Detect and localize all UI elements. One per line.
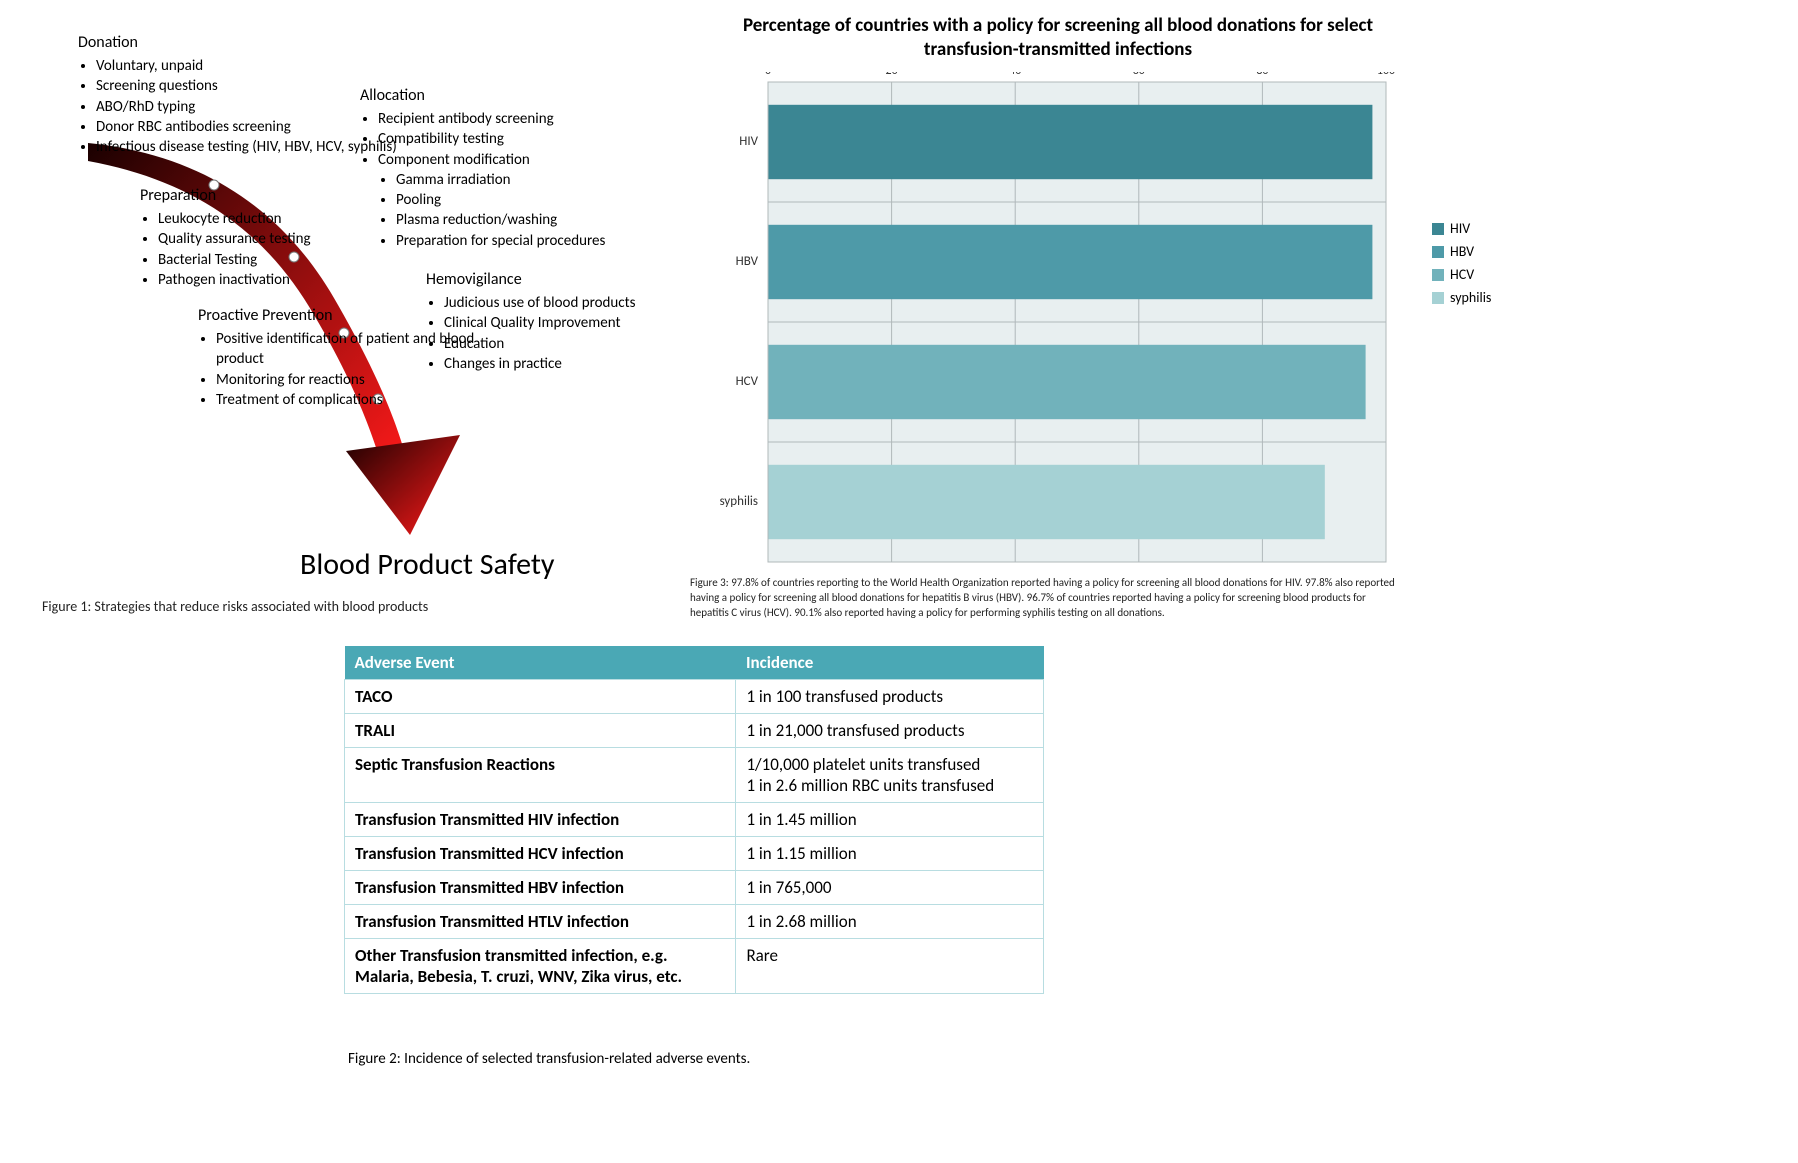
table-row: Septic Transfusion Reactions1/10,000 pla… <box>345 748 1044 803</box>
table-cell-event: Septic Transfusion Reactions <box>345 748 736 803</box>
fig1-allocation-title: Allocation <box>360 86 680 105</box>
chart-legend: HIV HBV HCV syphilis <box>1432 220 1491 312</box>
legend-swatch <box>1432 223 1444 235</box>
table-cell-event: TACO <box>345 680 736 714</box>
fig3-caption: Figure 3: 97.8% of countries reporting t… <box>690 576 1400 621</box>
table-cell-incidence: 1 in 2.68 million <box>736 905 1044 939</box>
list-item: Pooling <box>396 190 680 210</box>
table-cell-event: Transfusion Transmitted HIV infection <box>345 803 736 837</box>
legend-label: HIV <box>1450 220 1470 237</box>
table-row: Transfusion Transmitted HBV infection1 i… <box>345 871 1044 905</box>
legend-swatch <box>1432 269 1444 281</box>
list-item: Pathogen inactivation <box>158 270 440 290</box>
svg-text:syphilis: syphilis <box>720 494 758 509</box>
list-item: Treatment of complications <box>216 390 498 410</box>
fig1-allocation-list: Recipient antibody screeningCompatibilit… <box>360 109 680 251</box>
legend-item: HBV <box>1432 243 1491 260</box>
table-cell-incidence: 1 in 21,000 transfused products <box>736 714 1044 748</box>
table-row: Transfusion Transmitted HCV infection1 i… <box>345 837 1044 871</box>
table-row: Transfusion Transmitted HTLV infection1 … <box>345 905 1044 939</box>
table-row: Other Transfusion transmitted infection,… <box>345 939 1044 994</box>
screening-policy-chart: Percentage of countries with a policy fo… <box>688 0 1428 582</box>
table-cell-incidence: 1 in 1.15 million <box>736 837 1044 871</box>
svg-text:60: 60 <box>1133 72 1145 78</box>
table-cell-incidence: 1 in 765,000 <box>736 871 1044 905</box>
table-cell-event: TRALI <box>345 714 736 748</box>
legend-label: HBV <box>1450 243 1474 260</box>
fig1-caption: Figure 1: Strategies that reduce risks a… <box>42 598 428 615</box>
svg-text:HBV: HBV <box>736 254 759 269</box>
table-cell-event: Other Transfusion transmitted infection,… <box>345 939 736 994</box>
fig2-caption: Figure 2: Incidence of selected transfus… <box>348 1050 750 1068</box>
legend-swatch <box>1432 246 1444 258</box>
legend-item: HIV <box>1432 220 1491 237</box>
table-cell-incidence: Rare <box>736 939 1044 994</box>
adverse-events-table: Adverse EventIncidence TACO1 in 100 tran… <box>344 646 1044 994</box>
table-row: TACO1 in 100 transfused products <box>345 680 1044 714</box>
table-header: Adverse Event <box>345 646 736 680</box>
legend-item: syphilis <box>1432 289 1491 306</box>
table-cell-event: Transfusion Transmitted HCV infection <box>345 837 736 871</box>
legend-swatch <box>1432 292 1444 304</box>
svg-text:20: 20 <box>886 72 898 78</box>
svg-text:HCV: HCV <box>736 374 759 389</box>
legend-label: HCV <box>1450 266 1474 283</box>
table-cell-event: Transfusion Transmitted HBV infection <box>345 871 736 905</box>
svg-text:HIV: HIV <box>739 134 758 149</box>
table-cell-event: Transfusion Transmitted HTLV infection <box>345 905 736 939</box>
table-cell-incidence: 1/10,000 platelet units transfused1 in 2… <box>736 748 1044 803</box>
svg-text:0: 0 <box>765 72 771 78</box>
table-cell-incidence: 1 in 1.45 million <box>736 803 1044 837</box>
list-item: Voluntary, unpaid <box>96 56 428 76</box>
list-item: Recipient antibody screening <box>378 109 680 129</box>
chart-plot: 0 20 40 60 80 100 HIV HBV HCV syphilis <box>688 72 1428 582</box>
legend-item: HCV <box>1432 266 1491 283</box>
list-item: Plasma reduction/washing <box>396 210 680 230</box>
svg-text:100: 100 <box>1377 72 1395 78</box>
svg-text:80: 80 <box>1256 72 1268 78</box>
table-row: Transfusion Transmitted HIV infection1 i… <box>345 803 1044 837</box>
fig1-group-allocation: Allocation Recipient antibody screeningC… <box>360 86 680 251</box>
chart-title: Percentage of countries with a policy fo… <box>688 0 1428 72</box>
list-item: Compatibility testing <box>378 129 680 149</box>
table-cell-incidence: 1 in 100 transfused products <box>736 680 1044 714</box>
list-item: Bacterial Testing <box>158 250 440 270</box>
list-item: Gamma irradiation <box>396 170 680 190</box>
legend-label: syphilis <box>1450 289 1491 306</box>
fig1-end-label: Blood Product Safety <box>300 546 555 583</box>
fig1-donation-title: Donation <box>78 33 428 52</box>
svg-text:40: 40 <box>1009 72 1021 78</box>
list-item: Preparation for special procedures <box>396 231 680 251</box>
table-header: Incidence <box>736 646 1044 680</box>
table-row: TRALI1 in 21,000 transfused products <box>345 714 1044 748</box>
list-item: Component modificationGamma irradiationP… <box>378 150 680 251</box>
